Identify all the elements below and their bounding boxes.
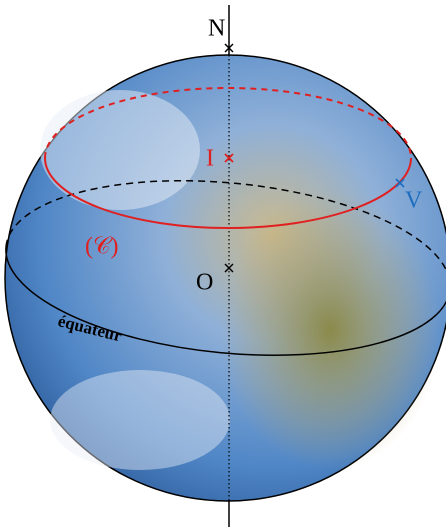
label-circle: (𝒞)	[85, 234, 118, 260]
point-v	[395, 178, 405, 188]
circle-c-back	[44, 87, 412, 159]
label-v: V	[405, 188, 423, 214]
label-i: I	[206, 146, 214, 172]
label-o: O	[196, 270, 213, 296]
label-n: N	[208, 16, 225, 42]
point-n	[224, 43, 234, 53]
point-i	[224, 153, 234, 163]
clouds	[40, 90, 200, 210]
circle-c-front	[44, 157, 412, 229]
equator-front	[5, 246, 446, 357]
land	[220, 190, 440, 470]
equator-back	[5, 179, 446, 290]
clouds	[50, 370, 230, 470]
point-o	[224, 263, 234, 273]
